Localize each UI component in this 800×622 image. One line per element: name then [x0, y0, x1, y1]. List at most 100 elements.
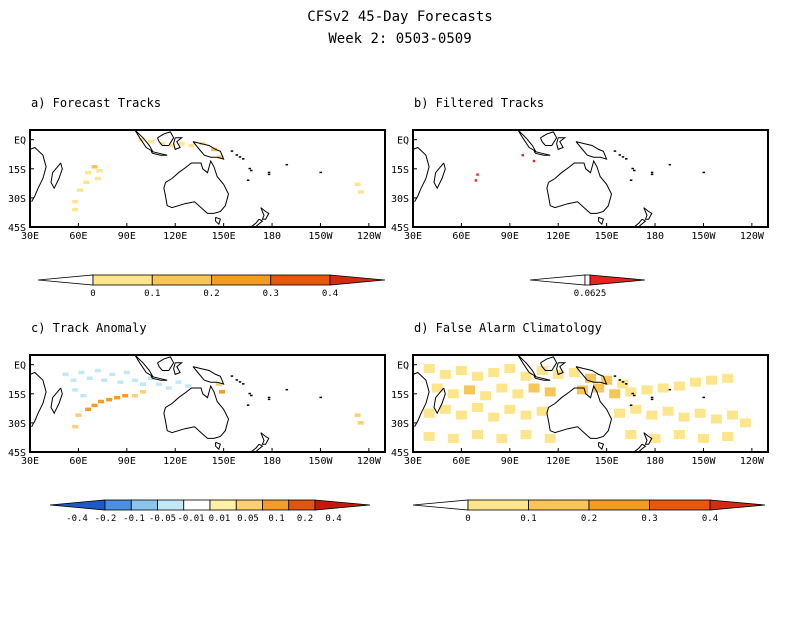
island-mark [246, 404, 250, 406]
heat-cell [625, 430, 637, 439]
island-mark [267, 396, 271, 399]
heat-cell [528, 383, 540, 393]
x-tick-label: 150W [691, 231, 716, 242]
coastline [598, 216, 605, 225]
heat-cell [72, 207, 79, 212]
island-mark [618, 379, 622, 381]
heat-cell [722, 432, 734, 441]
heat-cell [706, 375, 717, 385]
heat-cell [722, 373, 734, 383]
heat-cell [472, 371, 483, 381]
coastlines [413, 355, 705, 452]
heat-cell [109, 372, 116, 377]
heat-cell [464, 385, 475, 395]
colorbar-segment [270, 274, 331, 286]
coastline [413, 146, 430, 203]
heat-cell [219, 390, 225, 394]
coastline [30, 371, 47, 428]
heat-cell [357, 421, 364, 425]
colorbar-label: 0.05 [237, 514, 259, 524]
heat-cell [593, 383, 605, 393]
heat-cell [532, 159, 536, 163]
x-tick-label: 60E [452, 456, 470, 467]
coastline [546, 159, 613, 214]
coastline [598, 441, 605, 450]
heat-cell [91, 403, 98, 408]
colorbar-label: -0.4 [66, 514, 88, 524]
colorbar-segment [588, 499, 650, 511]
x-tick-label: 60E [452, 231, 470, 242]
coastline [173, 362, 184, 376]
heat-cell [75, 413, 82, 417]
heat-cell [576, 385, 588, 395]
heat-cell [117, 380, 124, 384]
colorbar-high-arrow [709, 499, 766, 511]
coastline [575, 366, 608, 385]
heat-cell [423, 432, 435, 441]
coastline [260, 207, 270, 220]
x-tick-label: 150W [691, 456, 716, 467]
island-mark [242, 383, 245, 385]
coastline [643, 432, 653, 445]
x-tick-label: 150W [308, 456, 333, 467]
island-mark [702, 396, 705, 399]
coastline [633, 443, 647, 452]
heat-cell [148, 376, 154, 380]
heat-cell [689, 377, 701, 387]
heat-cell [649, 433, 661, 443]
colorbar-d: 0 0.1 0.2 0.3 0.4 [412, 499, 766, 524]
heat-cell [520, 430, 532, 439]
heat-cell [472, 430, 483, 439]
heat-cell [536, 366, 548, 375]
x-tick-label: 180 [263, 231, 281, 242]
colorbar-segment [467, 499, 529, 511]
heat-cell [447, 433, 459, 443]
island-mark [625, 158, 628, 160]
y-tick-label: 45S [8, 448, 26, 459]
heat-cell [488, 368, 500, 377]
heat-cell [169, 143, 175, 148]
colorbar-high-arrow [589, 274, 646, 286]
colorbar-label: 0.2 [581, 514, 597, 524]
coastline [260, 432, 270, 445]
coastline [150, 375, 168, 381]
island-mark [267, 171, 271, 174]
y-tick-label: 15S [8, 165, 26, 176]
heat-cell [673, 381, 685, 391]
heat-cell [78, 370, 85, 375]
colorbar-low-arrow [49, 499, 106, 511]
coastline [250, 218, 264, 227]
heat-cell [94, 368, 101, 373]
x-tick-label: 150E [212, 456, 236, 467]
coastline [157, 356, 175, 371]
coastline [215, 441, 222, 450]
colorbar-segment [262, 499, 290, 511]
coastline [157, 131, 175, 146]
heat-cell [694, 408, 706, 418]
y-tick-label: EQ [14, 361, 26, 372]
coastlines [413, 130, 705, 227]
heat-cell [85, 407, 92, 412]
panel-d-title: d) False Alarm Climatology [414, 321, 602, 335]
colorbar-segment [649, 499, 711, 511]
colorbar-segment [584, 274, 591, 286]
heat-cell [165, 386, 172, 390]
heat-cell [609, 389, 621, 399]
panel-c: 30E 60E 90E 120E 150E 180 150W 120W EQ 15S 30S 45S [8, 354, 386, 467]
coastline [533, 150, 551, 156]
colorbar-segment [288, 499, 316, 511]
plot-area-a [30, 130, 385, 227]
heat-cell [431, 383, 443, 393]
x-tick-label: 30E [404, 231, 422, 242]
heat-cell [131, 394, 138, 398]
colorbar-segment [235, 499, 263, 511]
island-mark [631, 167, 634, 170]
coastline [163, 159, 230, 214]
x-tick-label: 30E [404, 456, 422, 467]
colorbar-label: 0.3 [263, 289, 279, 299]
colorbar-label: -0.2 [95, 514, 117, 524]
heat-cell [536, 406, 548, 416]
x-tick-label: 120W [357, 456, 382, 467]
heat-cell [72, 388, 79, 392]
colorbar-label: 0.3 [641, 514, 657, 524]
